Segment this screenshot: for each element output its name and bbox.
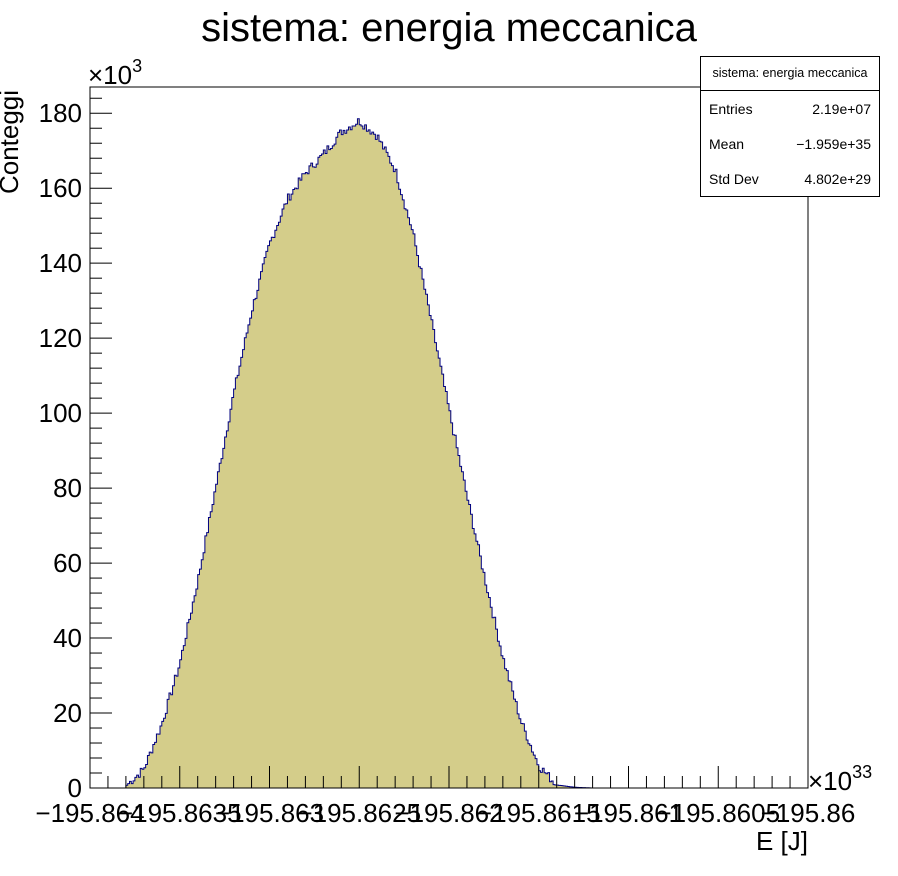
stats-box-title: sistema: energia meccanica xyxy=(701,57,879,91)
histogram-series xyxy=(90,118,808,789)
stats-mean-value: −1.959e+35 xyxy=(796,136,871,152)
stats-entries-label: Entries xyxy=(709,101,753,117)
stats-row-mean: Mean −1.959e+35 xyxy=(709,136,871,156)
histogram-bars xyxy=(90,118,808,789)
y-axis-tick-labels: 0 20 40 60 80 100 120 140 160 180 xyxy=(39,98,82,803)
x-axis-tick-labels: −195.864−195.8635−195.863−195.8625−195.8… xyxy=(35,798,855,828)
stats-row-entries: Entries 2.19e+07 xyxy=(709,101,871,121)
x-tick-label: −195.8605 xyxy=(656,798,780,828)
x-multiplier-base: ×10 xyxy=(808,766,852,796)
x-tick-label: −195.8615 xyxy=(477,798,601,828)
chart-title: sistema: energia meccanica xyxy=(201,6,697,50)
y-tick-label: 40 xyxy=(53,623,82,653)
x-tick-label: −195.8635 xyxy=(118,798,242,828)
x-tick-label: −195.861 xyxy=(574,798,683,828)
x-tick-label: −195.862 xyxy=(394,798,503,828)
stats-stddev-label: Std Dev xyxy=(709,171,759,187)
y-tick-label: 180 xyxy=(39,98,82,128)
y-tick-label: 100 xyxy=(39,398,82,428)
y-multiplier-exponent: 3 xyxy=(132,56,142,76)
stats-row-stddev: Std Dev 4.802e+29 xyxy=(709,171,871,191)
stats-stddev-value: 4.802e+29 xyxy=(804,171,871,187)
stats-box: sistema: energia meccanica Entries 2.19e… xyxy=(700,56,880,197)
y-tick-label: 60 xyxy=(53,548,82,578)
y-tick-label: 120 xyxy=(39,323,82,353)
x-tick-label: −195.86 xyxy=(761,798,856,828)
y-axis-label: Conteggi xyxy=(0,90,24,194)
x-tick-label: −195.8625 xyxy=(297,798,421,828)
y-axis-ticks xyxy=(90,97,112,789)
stats-entries-value: 2.19e+07 xyxy=(812,101,871,117)
y-axis-multiplier: ×103 xyxy=(88,56,142,90)
y-tick-label: 160 xyxy=(39,173,82,203)
stats-mean-label: Mean xyxy=(709,136,745,152)
y-tick-label: 140 xyxy=(39,248,82,278)
x-tick-label: −195.864 xyxy=(35,798,144,828)
y-tick-label: 0 xyxy=(68,773,82,803)
y-tick-label: 20 xyxy=(53,698,82,728)
x-multiplier-exponent: 33 xyxy=(852,762,872,782)
x-axis-ticks xyxy=(89,766,809,788)
x-tick-label: −195.863 xyxy=(215,798,324,828)
y-multiplier-base: ×10 xyxy=(88,60,132,90)
x-axis-label: E [J] xyxy=(756,826,808,856)
x-axis-multiplier: ×1033 xyxy=(808,762,872,796)
y-tick-label: 80 xyxy=(53,473,82,503)
